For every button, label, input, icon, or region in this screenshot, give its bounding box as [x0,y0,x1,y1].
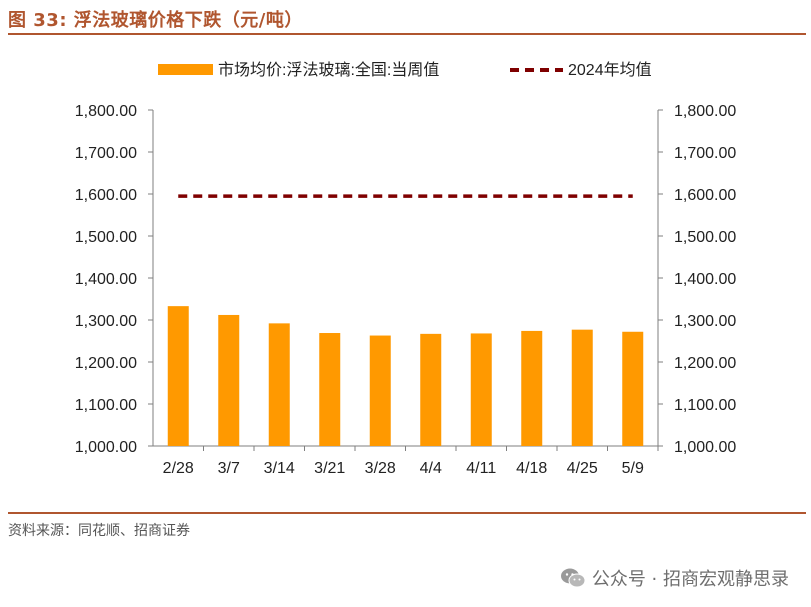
bar [218,314,240,446]
y-tick-label-right: 1,300.00 [674,313,736,330]
y-tick-label-right: 1,100.00 [674,397,736,414]
axes: 1,000.00 1,000.00 1,100.00 1,100.00 1,200.00… [75,103,737,456]
y-tick-label-right: 1,200.00 [674,355,736,372]
legend-bar-label: 市场均价:浮法玻璃:全国:当周值 [218,61,439,79]
bar [521,330,543,446]
y-tick-label-left: 1,400.00 [75,271,137,288]
wechat-logo-icon [560,568,586,588]
title-divider [8,33,806,35]
source-note: 资料来源：同花顺、招商证券 [8,523,190,539]
y-tick-label-right: 1,400.00 [674,271,736,288]
x-tick-labels: 2/28 3/7 3/14 3/21 3/28 4/4 4/11 4/18 4/25 5/9 [163,446,659,477]
figure-title: 图 33: 浮法玻璃价格下跌（元/吨） [8,10,303,31]
legend: 市场均价:浮法玻璃:全国:当周值 2024年均值 [158,61,652,79]
x-tick-label: 3/7 [218,460,240,477]
y-tick-label-right: 1,500.00 [674,229,736,246]
x-tick-label: 3/28 [365,460,396,477]
watermark-text: 公众号 · 招商宏观静思录 [591,569,789,590]
bar [369,335,391,446]
y-tick-label-right: 1,000.00 [674,439,736,456]
legend-line-label: 2024年均值 [568,61,652,79]
y-tick-label-left: 1,700.00 [75,145,137,162]
watermark: 公众号 · 招商宏观静思录 [560,565,789,591]
y-tick-label-left: 1,500.00 [75,229,137,246]
x-tick-label: 4/4 [420,460,442,477]
bars [167,306,644,446]
footer-divider [8,512,806,514]
bar [319,333,341,446]
x-tick-label: 3/14 [264,460,295,477]
bar [571,329,593,446]
y-tick-label-left: 1,000.00 [75,439,137,456]
y-tick-label-left: 1,800.00 [75,103,137,120]
x-tick-label: 4/25 [567,460,598,477]
x-tick-label: 4/11 [466,460,496,477]
legend-bar-swatch [158,64,213,75]
x-tick-label: 3/21 [314,460,345,477]
y-tick-label-left: 1,200.00 [75,355,137,372]
y-tick-label-left: 1,600.00 [75,187,137,204]
x-tick-label: 5/9 [622,460,644,477]
bar [622,331,644,446]
x-tick-label: 2/28 [163,460,194,477]
y-tick-label-right: 1,800.00 [674,103,736,120]
y-tick-label-left: 1,100.00 [75,397,137,414]
y-tick-label-right: 1,700.00 [674,145,736,162]
y-tick-label-left: 1,300.00 [75,313,137,330]
bar [470,333,492,446]
bar [420,333,442,446]
x-tick-label: 4/18 [516,460,547,477]
y-tick-label-right: 1,600.00 [674,187,736,204]
bar [268,323,290,446]
price-bar-chart: 市场均价:浮法玻璃:全国:当周值 2024年均值 1,000.00 1,000.0… [75,61,737,477]
bar [167,306,189,446]
